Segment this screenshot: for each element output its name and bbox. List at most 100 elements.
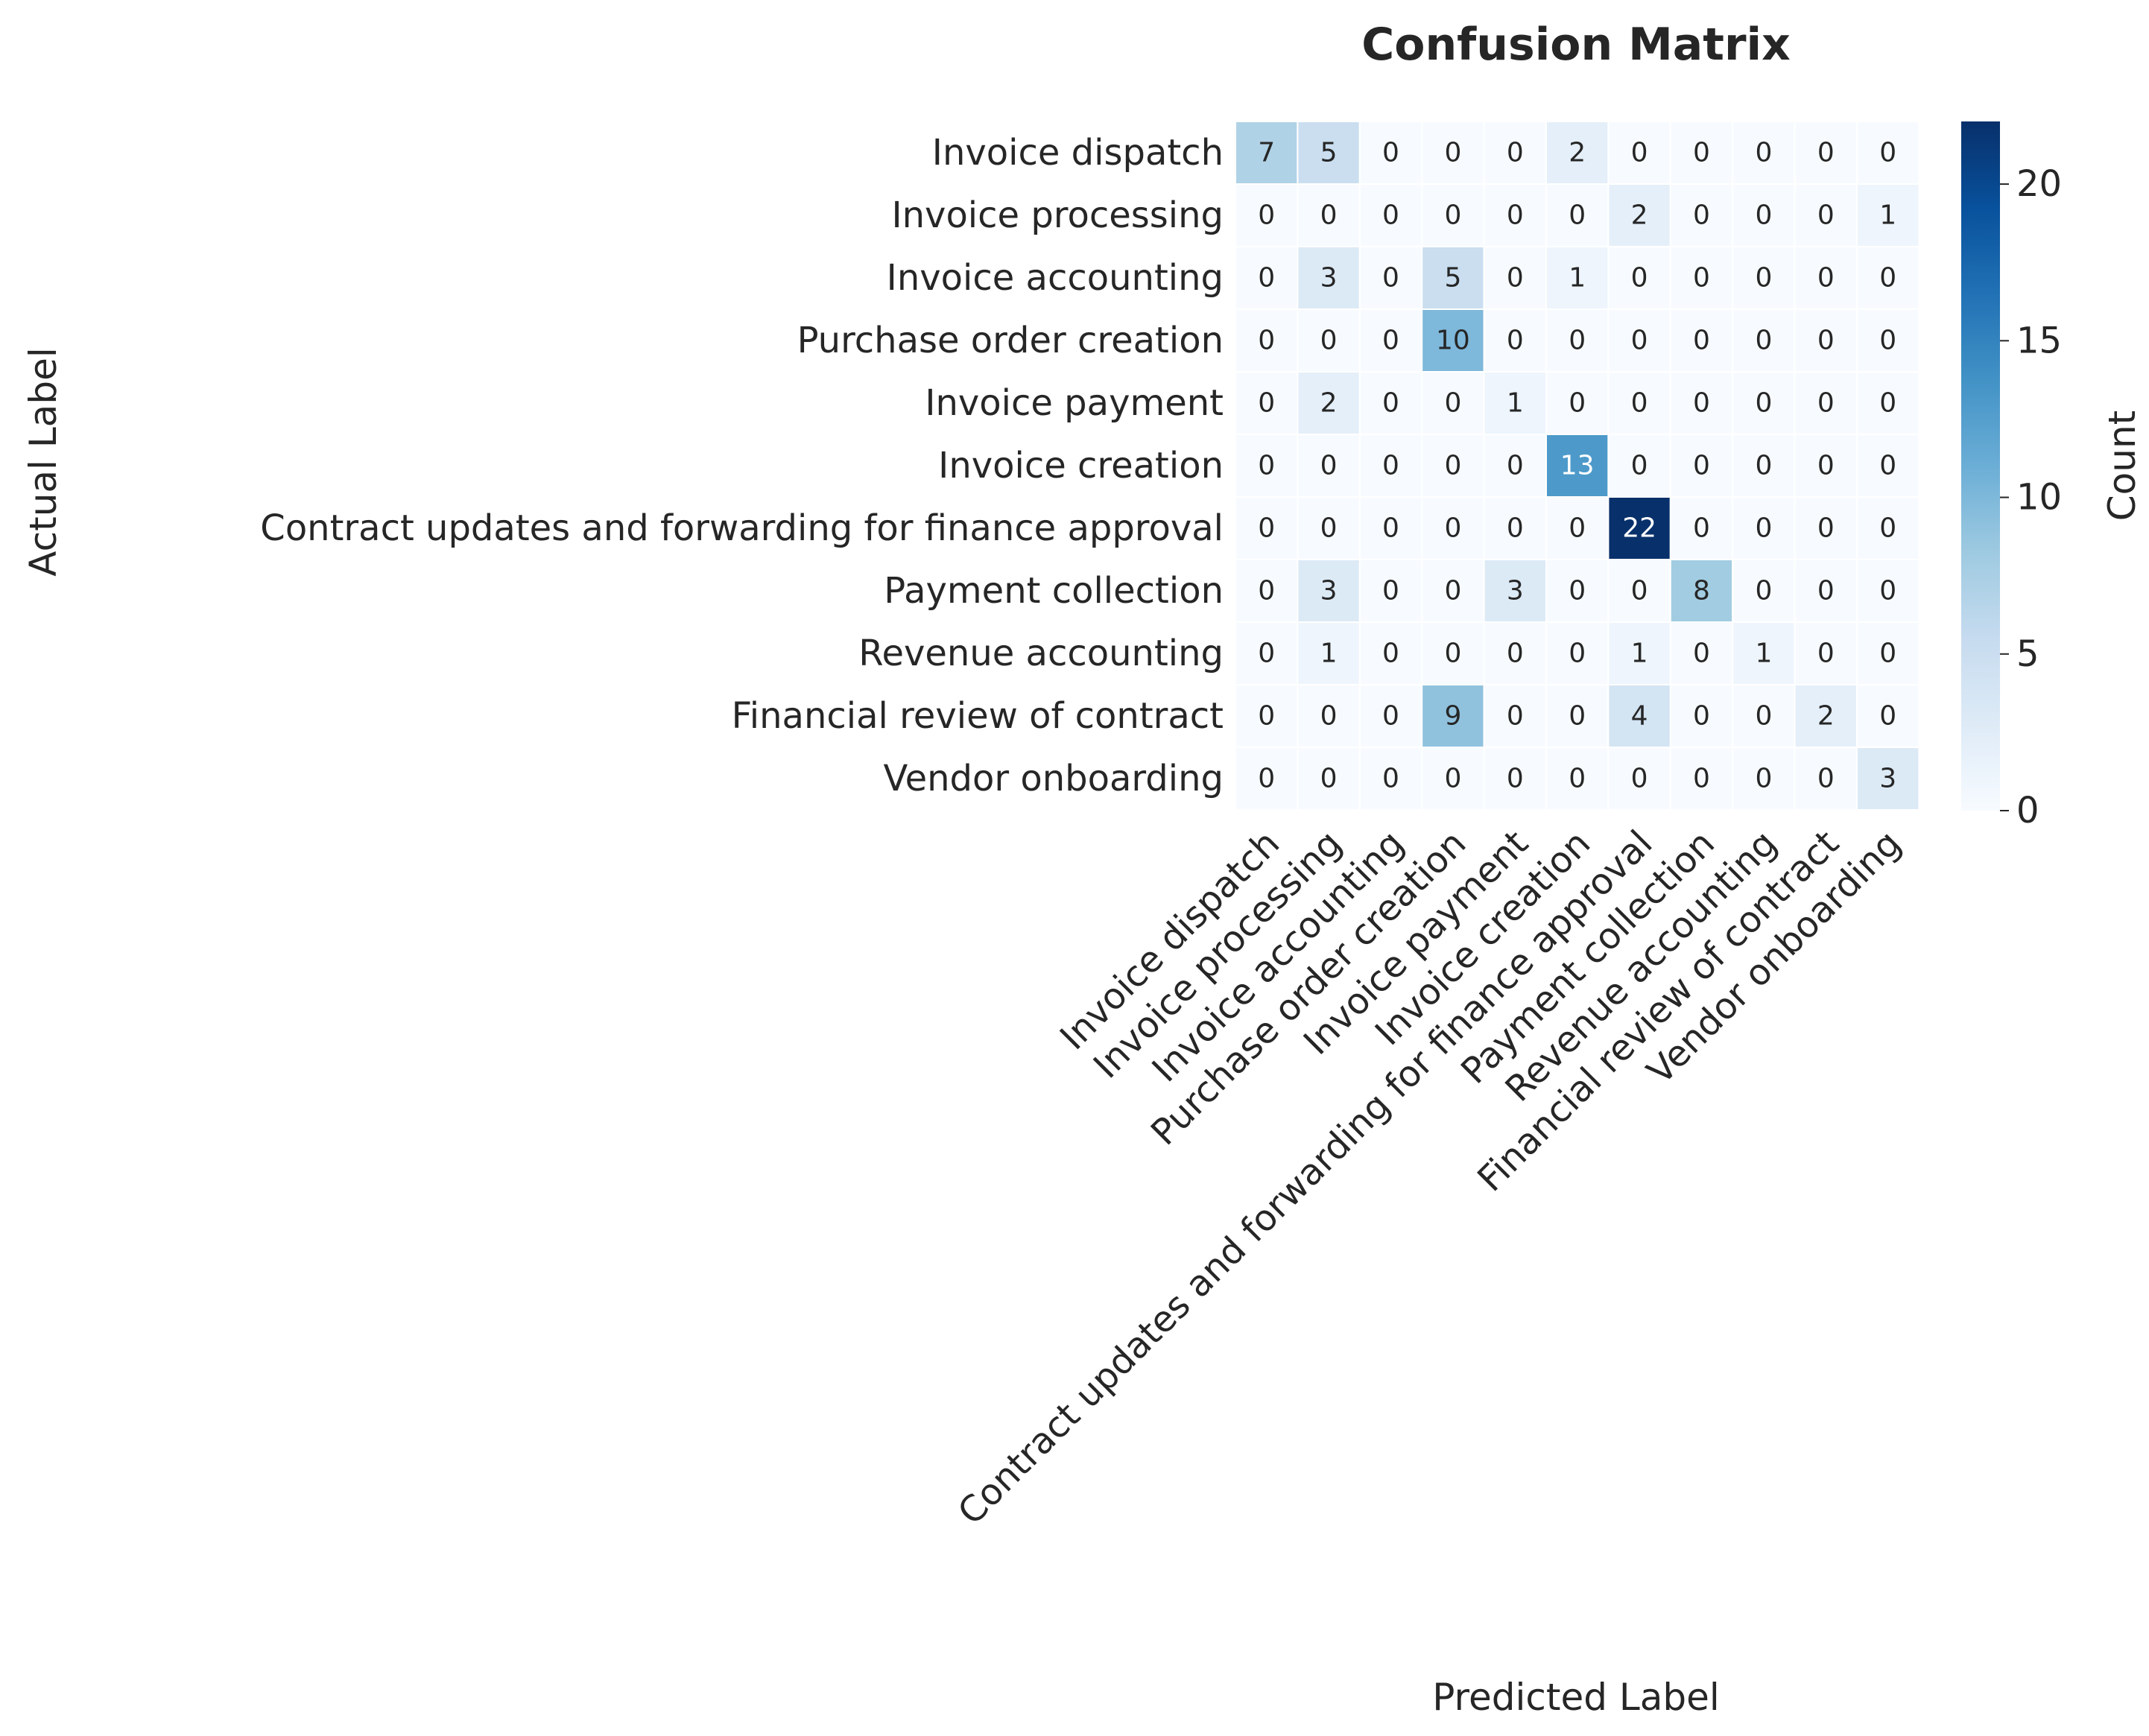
cell-value-label: 0 bbox=[1320, 701, 1338, 732]
heatmap-cell bbox=[1669, 121, 1734, 185]
cell-value-label: 0 bbox=[1693, 138, 1710, 168]
heatmap-cell bbox=[1856, 434, 1920, 498]
cell-value-label: 0 bbox=[1444, 639, 1461, 669]
heatmap-cell bbox=[1421, 684, 1485, 748]
cell-value-label: 0 bbox=[1507, 764, 1524, 794]
cell-value-label: 10 bbox=[1436, 326, 1470, 356]
cell-value-label: 0 bbox=[1258, 639, 1275, 669]
heatmap-cell bbox=[1297, 121, 1361, 185]
colorbar-tick-label: 20 bbox=[2016, 163, 2062, 205]
cell-value-label: 0 bbox=[1755, 138, 1772, 168]
cell-value-label: 0 bbox=[1569, 639, 1586, 669]
cell-value-label: 2 bbox=[1320, 388, 1338, 419]
heatmap-cell bbox=[1358, 308, 1423, 373]
cell-value-label: 0 bbox=[1693, 764, 1710, 794]
cell-value-label: 0 bbox=[1631, 576, 1648, 606]
cell-value-label: 0 bbox=[1631, 388, 1648, 419]
heatmap-cell bbox=[1421, 559, 1485, 623]
cell-value-label: 0 bbox=[1817, 451, 1835, 481]
cell-value-label: 0 bbox=[1817, 263, 1835, 294]
cell-value-label: 0 bbox=[1444, 388, 1461, 419]
cell-value-label: 0 bbox=[1817, 200, 1835, 231]
cell-value-label: 0 bbox=[1693, 388, 1710, 419]
cell-value-label: 1 bbox=[1507, 388, 1524, 419]
cell-value-label: 0 bbox=[1879, 513, 1896, 544]
cell-value-label: 0 bbox=[1258, 326, 1275, 356]
heatmap-cell bbox=[1235, 559, 1299, 623]
cell-value-label: 0 bbox=[1631, 764, 1648, 794]
heatmap-cell bbox=[1856, 183, 1920, 247]
heatmap-cell bbox=[1297, 559, 1361, 623]
heatmap-cell bbox=[1607, 559, 1671, 623]
colorbar-tick-label: 15 bbox=[2016, 320, 2062, 361]
heatmap-cell bbox=[1483, 747, 1547, 811]
cell-value-label: 3 bbox=[1879, 764, 1896, 794]
cell-value-label: 1 bbox=[1320, 639, 1338, 669]
heatmap-cell bbox=[1794, 371, 1858, 435]
cell-value-label: 0 bbox=[1569, 326, 1586, 356]
cell-value-label: 0 bbox=[1693, 513, 1710, 544]
cell-value-label: 0 bbox=[1382, 764, 1399, 794]
cell-value-label: 0 bbox=[1507, 451, 1524, 481]
heatmap-cell bbox=[1483, 559, 1547, 623]
cell-value-label: 0 bbox=[1382, 701, 1399, 732]
y-tick-label: Vendor onboarding bbox=[883, 758, 1224, 799]
cell-value-label: 0 bbox=[1879, 388, 1896, 419]
cell-value-label: 0 bbox=[1320, 200, 1338, 231]
heatmap-cell bbox=[1607, 621, 1671, 685]
heatmap-cell bbox=[1358, 183, 1423, 247]
heatmap-cell bbox=[1483, 246, 1547, 310]
cell-value-label: 0 bbox=[1817, 138, 1835, 168]
cell-value-label: 0 bbox=[1569, 764, 1586, 794]
colorbar: 0 5 10 15 20 Count bbox=[1961, 121, 2144, 831]
cell-value-label: 0 bbox=[1320, 513, 1338, 544]
heatmap-cell bbox=[1235, 121, 1299, 185]
cell-value-label: 1 bbox=[1631, 639, 1648, 669]
cell-value-label: 7 bbox=[1258, 138, 1275, 168]
cell-value-label: 0 bbox=[1507, 138, 1524, 168]
heatmap-cell bbox=[1421, 371, 1485, 435]
cell-value-label: 0 bbox=[1444, 138, 1461, 168]
cell-value-label: 1 bbox=[1879, 200, 1896, 231]
heatmap-cell bbox=[1669, 496, 1734, 560]
cell-value-label: 0 bbox=[1693, 639, 1710, 669]
heatmap-cell bbox=[1794, 496, 1858, 560]
heatmap-cell bbox=[1794, 183, 1858, 247]
heatmap-cell bbox=[1545, 183, 1610, 247]
cell-value-label: 0 bbox=[1755, 576, 1772, 606]
cell-value-label: 0 bbox=[1569, 513, 1586, 544]
cell-value-label: 0 bbox=[1631, 263, 1648, 294]
cell-value-label: 2 bbox=[1569, 138, 1586, 168]
cell-value-label: 0 bbox=[1382, 576, 1399, 606]
heatmap-cell bbox=[1856, 747, 1920, 811]
cell-value-label: 0 bbox=[1258, 388, 1275, 419]
heatmap-cell bbox=[1545, 559, 1610, 623]
heatmap-cell bbox=[1483, 684, 1547, 748]
cell-value-label: 0 bbox=[1258, 701, 1275, 732]
heatmap-cell bbox=[1856, 308, 1920, 373]
heatmap-cell bbox=[1856, 559, 1920, 623]
cell-value-label: 3 bbox=[1507, 576, 1524, 606]
heatmap-cell bbox=[1732, 308, 1796, 373]
cell-value-label: 0 bbox=[1569, 200, 1586, 231]
cell-value-label: 0 bbox=[1258, 513, 1275, 544]
cell-value-label: 2 bbox=[1631, 200, 1648, 231]
cell-value-label: 0 bbox=[1755, 701, 1772, 732]
heatmap-cell bbox=[1732, 434, 1796, 498]
cell-value-label: 0 bbox=[1382, 326, 1399, 356]
cell-value-label: 0 bbox=[1507, 263, 1524, 294]
heatmap-cell bbox=[1794, 308, 1858, 373]
heatmap-cell bbox=[1545, 684, 1610, 748]
cell-value-label: 0 bbox=[1817, 576, 1835, 606]
cell-value-label: 0 bbox=[1258, 263, 1275, 294]
cell-value-label: 0 bbox=[1879, 138, 1896, 168]
heatmap-cell bbox=[1669, 747, 1734, 811]
cell-value-label: 0 bbox=[1258, 764, 1275, 794]
cell-value-label: 22 bbox=[1622, 513, 1656, 544]
heatmap-cell bbox=[1235, 434, 1299, 498]
y-tick-label: Invoice creation bbox=[938, 445, 1224, 487]
heatmap-cell bbox=[1235, 684, 1299, 748]
cell-value-label: 0 bbox=[1507, 326, 1524, 356]
heatmap-cell bbox=[1856, 684, 1920, 748]
heatmap-cell bbox=[1421, 434, 1485, 498]
